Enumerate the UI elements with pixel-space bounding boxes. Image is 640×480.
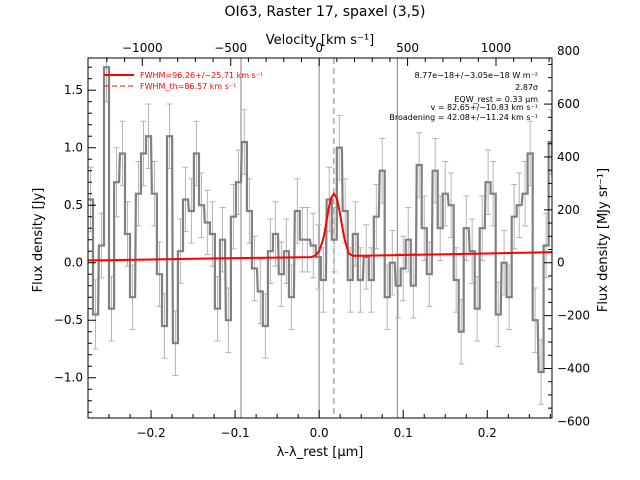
- right-tick-label: 800: [557, 44, 580, 58]
- annotation-velocity: v = 82.65+/−10.83 km s⁻¹: [430, 103, 538, 112]
- annotation-broadening: Broadening = 42.08+/−11.24 km s⁻¹: [389, 113, 538, 122]
- plot-frame: [87, 57, 553, 419]
- top-tick-labels: −1000 −500 0 500 1000: [122, 41, 511, 55]
- y-tick-label: −1.0: [54, 371, 83, 385]
- plot-area: [88, 58, 552, 418]
- y-tick-label: 1.0: [64, 141, 83, 155]
- right-tick-label: 0: [557, 256, 565, 270]
- annotation-eqw: EQW_rest = 0.33 μm: [454, 95, 538, 104]
- right-tick-label: −400: [557, 361, 590, 375]
- right-tick-label: 400: [557, 150, 580, 164]
- x-axis-label: λ-λ_rest [μm]: [277, 445, 364, 460]
- x-tick-labels: −0.2 −0.1 0.0 0.1 0.2: [136, 426, 496, 440]
- fit-annotations: 8.77e−18+/−3.05e−18 W m⁻² 2.87σ EQW_rest…: [389, 71, 538, 122]
- right-tick-label: 200: [557, 203, 580, 217]
- top-tick-label: 500: [396, 41, 419, 55]
- top-axis-label: Velocity [km s⁻¹]: [266, 33, 374, 48]
- legend-entry-fit: FWHM=96.26+/−25.71 km s⁻¹: [140, 71, 263, 80]
- legend-entry-thermal: FWHM_th=86.57 km s⁻¹: [140, 82, 236, 91]
- annotation-line-flux: 8.77e−18+/−3.05e−18 W m⁻²: [414, 71, 538, 80]
- data-series-line: [88, 66, 552, 374]
- axis-ticks: [88, 58, 552, 418]
- y-tick-label: 0.0: [64, 256, 83, 270]
- y-tick-label: −0.5: [54, 313, 83, 327]
- right-axis-label: Flux density [MJy sr⁻¹]: [596, 168, 611, 312]
- y-tick-labels: −1.0 −0.5 0.0 0.5 1.0 1.5: [54, 83, 83, 385]
- x-tick-label: −0.2: [136, 426, 165, 440]
- fit-series-line: [88, 191, 552, 262]
- top-tick-label: −1000: [122, 41, 163, 55]
- x-tick-label: 0.0: [310, 426, 329, 440]
- annotation-significance: 2.87σ: [515, 83, 538, 92]
- right-tick-labels: −600 −400 −200 0 200 400 600 800: [557, 44, 590, 428]
- x-tick-label: 0.2: [478, 426, 497, 440]
- x-tick-label: 0.1: [394, 426, 413, 440]
- y-axis-label: Flux density [Jy]: [31, 188, 46, 293]
- top-tick-label: −500: [214, 41, 247, 55]
- chart-title: OI63, Raster 17, spaxel (3,5): [225, 4, 426, 20]
- y-tick-label: 0.5: [64, 198, 83, 212]
- y-tick-label: 1.5: [64, 83, 83, 97]
- top-tick-label: 1000: [481, 41, 512, 55]
- right-tick-label: −600: [557, 414, 590, 428]
- legend: FWHM=96.26+/−25.71 km s⁻¹ FWHM_th=86.57 …: [104, 71, 263, 91]
- right-tick-label: 600: [557, 97, 580, 111]
- x-tick-label: −0.1: [221, 426, 250, 440]
- right-tick-label: −200: [557, 309, 590, 323]
- top-tick-label: 0: [315, 41, 323, 55]
